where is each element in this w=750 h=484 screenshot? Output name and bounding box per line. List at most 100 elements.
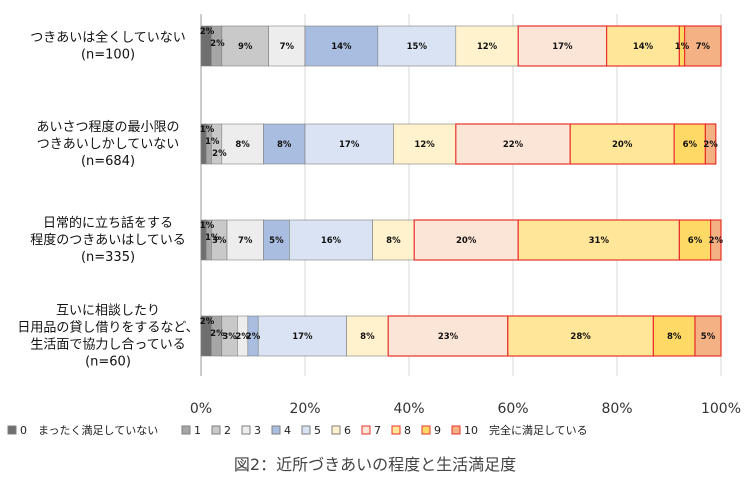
legend-swatch [301, 425, 311, 435]
legend-label: 4 [284, 424, 291, 437]
bar-segment [455, 123, 571, 165]
legend-swatch [331, 425, 341, 435]
legend-label: 2 [224, 424, 231, 437]
segment-label: 9% [238, 42, 253, 52]
legend-label: 7 [374, 424, 381, 437]
bar-segment [221, 25, 269, 67]
legend-item: 1 [181, 424, 201, 437]
figure-caption: 図2：近所づきあいの程度と生活満足度 [234, 455, 516, 474]
bar-segment [226, 219, 264, 261]
bar-segment [393, 123, 457, 165]
category-label: つきあいは全くしていない (n=100) [30, 30, 186, 63]
bar-segment [289, 219, 373, 261]
legend-swatch [421, 425, 431, 435]
segment-label: 8% [386, 236, 401, 246]
segment-label: 16% [321, 236, 342, 246]
segment-label: 2% [210, 39, 225, 49]
segment-label: 1% [675, 42, 690, 52]
segment-label: 1% [205, 233, 220, 243]
segment-label: 8% [277, 140, 292, 150]
segment-label: 8% [667, 332, 682, 342]
segment-label: 14% [331, 42, 352, 52]
legend-swatch [391, 425, 401, 435]
tick-label: 60% [497, 401, 528, 417]
segment-label: 17% [339, 140, 360, 150]
tick-label: 0% [190, 401, 212, 417]
category-label-line: 日用品の貸し借りをするなど、 [17, 320, 198, 336]
segment-label: 14% [633, 42, 654, 52]
segment-label: 6% [683, 140, 698, 150]
bar-segment [387, 315, 509, 357]
segment-label: 2% [200, 317, 215, 327]
segment-label: 3% [222, 332, 237, 342]
legend-swatch [451, 425, 461, 435]
tick-label: 100% [701, 401, 741, 417]
bar-segment [372, 219, 415, 261]
category-label: 日常的に立ち話をする程度のつきあいはしている (n=335) [30, 215, 186, 265]
segment-label: 7% [238, 236, 253, 246]
segment-label: 2% [212, 149, 227, 159]
legend-item: 7 [361, 424, 381, 437]
legend-label: 1 [194, 424, 201, 437]
bar-segment [304, 25, 379, 67]
legend-item: 6 [331, 424, 351, 437]
category-label-line: あいさつ程度の最小限の [36, 119, 179, 135]
segment-label: 2% [210, 329, 225, 339]
bar-segment [263, 219, 290, 261]
category-label-line: (n=335) [81, 250, 135, 265]
legend-item: 2 [211, 424, 231, 437]
legend-item: 3 [241, 424, 261, 437]
bar-segment [346, 315, 389, 357]
legend-label: 0 まったく満足していない [20, 424, 158, 437]
segment-label: 20% [612, 140, 633, 150]
legend-swatch [241, 425, 251, 435]
segment-label: 8% [360, 332, 375, 342]
legend-label: 6 [344, 424, 351, 437]
category-label-line: 生活面で協力し合っている [30, 338, 185, 353]
segment-label: 5% [701, 332, 716, 342]
x-axis-ticks: 0% 20% 40% 60% 80% 100% [190, 401, 741, 417]
bar-segment [377, 25, 457, 67]
legend-item: 4 [271, 424, 291, 437]
segment-label: 2% [246, 332, 261, 342]
bar-segment [709, 219, 722, 261]
bar-segment [704, 123, 717, 165]
category-label-line: つきあいは全くしていない [30, 30, 186, 46]
segment-label: 2% [200, 27, 215, 37]
segment-label: 2% [235, 332, 250, 342]
bar-segment [652, 315, 696, 357]
legend: 0 まったく満足していない 1 2 3 4 5 6 7 8 9 10 完全に満足している [7, 423, 588, 437]
bar-row: 2%2%3%2%2% 17% 8% 23% 28% 8% 5% [200, 315, 722, 357]
segment-label: 31% [589, 236, 610, 246]
segment-label: 7% [696, 42, 711, 52]
bar-row: 1% 1% 2% 8% 8% 17% 12% 22% 20% 6% 2% [200, 123, 718, 165]
bar-segment [257, 315, 347, 357]
legend-item: 5 [301, 424, 321, 437]
bar-segment [694, 315, 722, 357]
segment-label: 7% [280, 42, 295, 52]
segment-label: 1% [200, 125, 215, 135]
category-label-line: 程度のつきあいはしている [30, 232, 186, 248]
bar-segment [517, 25, 608, 67]
segment-label: 17% [552, 42, 573, 52]
bar-segment [683, 25, 722, 67]
segment-label: 1% [205, 137, 220, 147]
category-label: あいさつ程度の最小限のつきあいしかしていない (n=684) [36, 119, 179, 169]
legend-item: 10 完全に満足している [451, 423, 588, 437]
legend-label: 10 完全に満足している [464, 423, 588, 437]
segment-label: 6% [688, 236, 703, 246]
tick-label: 40% [393, 401, 424, 417]
legend-label: 5 [314, 424, 321, 437]
category-label-line: (n=684) [81, 154, 135, 169]
bar-segment [304, 123, 394, 165]
legend-swatch [181, 425, 191, 435]
legend-item: 0 まったく満足していない [7, 424, 158, 437]
legend-label: 3 [254, 424, 261, 437]
category-labels: つきあいは全くしていない (n=100) あいさつ程度の最小限のつきあいしかしていな… [17, 30, 198, 370]
category-label: 互いに相談したり日用品の貸し借りをするなど、生活面で協力し合っている (n=60) [17, 303, 198, 370]
bar-row: 2% 2% 9% 7% 14% 15% 12% 17% 14% 1% 7% [200, 25, 722, 67]
bar-segment [268, 25, 306, 67]
bar-segment [263, 123, 306, 165]
